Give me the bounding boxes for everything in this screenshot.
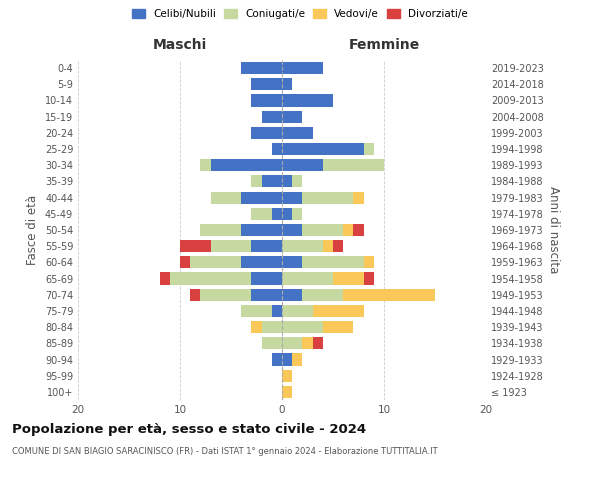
Bar xyxy=(200,288,251,301)
Bar xyxy=(302,288,343,301)
Bar xyxy=(180,240,211,252)
Bar xyxy=(282,305,313,317)
Bar xyxy=(272,208,282,220)
Bar xyxy=(282,224,302,236)
Bar xyxy=(241,305,272,317)
Bar xyxy=(333,272,364,284)
Bar xyxy=(200,159,211,172)
Text: COMUNE DI SAN BIAGIO SARACINISCO (FR) - Dati ISTAT 1° gennaio 2024 - Elaborazion: COMUNE DI SAN BIAGIO SARACINISCO (FR) - … xyxy=(12,448,437,456)
Bar xyxy=(282,159,323,172)
Bar xyxy=(282,370,292,382)
Bar xyxy=(282,208,292,220)
Bar xyxy=(282,127,313,139)
Bar xyxy=(323,159,384,172)
Legend: Celibi/Nubili, Coniugati/e, Vedovi/e, Divorziati/e: Celibi/Nubili, Coniugati/e, Vedovi/e, Di… xyxy=(128,5,472,24)
Bar xyxy=(353,224,364,236)
Bar xyxy=(262,321,282,333)
Bar xyxy=(272,143,282,155)
Bar xyxy=(282,256,302,268)
Bar xyxy=(282,62,323,74)
Bar xyxy=(353,192,364,203)
Bar xyxy=(282,386,292,398)
Bar xyxy=(241,62,282,74)
Bar xyxy=(364,143,374,155)
Bar xyxy=(282,94,333,106)
Bar xyxy=(282,272,333,284)
Bar xyxy=(251,94,282,106)
Bar xyxy=(282,321,323,333)
Bar xyxy=(282,143,364,155)
Text: Femmine: Femmine xyxy=(349,38,419,52)
Bar xyxy=(302,338,313,349)
Bar xyxy=(241,224,282,236)
Bar xyxy=(262,338,282,349)
Text: Maschi: Maschi xyxy=(153,38,207,52)
Bar xyxy=(302,224,343,236)
Bar xyxy=(313,305,364,317)
Bar xyxy=(272,305,282,317)
Bar xyxy=(343,288,435,301)
Bar xyxy=(262,176,282,188)
Bar xyxy=(241,256,282,268)
Y-axis label: Anni di nascita: Anni di nascita xyxy=(547,186,560,274)
Text: Popolazione per età, sesso e stato civile - 2024: Popolazione per età, sesso e stato civil… xyxy=(12,422,366,436)
Bar xyxy=(251,240,282,252)
Bar xyxy=(364,272,374,284)
Bar xyxy=(251,272,282,284)
Bar xyxy=(200,224,241,236)
Bar xyxy=(292,176,302,188)
Bar xyxy=(160,272,170,284)
Bar xyxy=(251,78,282,90)
Bar xyxy=(241,192,282,203)
Bar xyxy=(190,288,200,301)
Bar xyxy=(323,321,353,333)
Bar xyxy=(313,338,323,349)
Bar xyxy=(323,240,333,252)
Bar xyxy=(333,240,343,252)
Bar xyxy=(211,192,241,203)
Bar xyxy=(282,240,323,252)
Bar xyxy=(282,338,302,349)
Bar xyxy=(262,110,282,122)
Bar xyxy=(364,256,374,268)
Bar xyxy=(282,78,292,90)
Bar xyxy=(251,288,282,301)
Y-axis label: Fasce di età: Fasce di età xyxy=(26,195,39,265)
Bar xyxy=(190,256,241,268)
Bar xyxy=(282,354,292,366)
Bar xyxy=(282,176,292,188)
Bar xyxy=(211,159,282,172)
Bar xyxy=(282,110,302,122)
Bar xyxy=(251,176,262,188)
Bar xyxy=(292,208,302,220)
Bar xyxy=(180,256,190,268)
Bar xyxy=(251,127,282,139)
Bar xyxy=(251,208,272,220)
Bar xyxy=(251,321,262,333)
Bar xyxy=(272,354,282,366)
Bar xyxy=(343,224,353,236)
Bar xyxy=(302,256,364,268)
Bar xyxy=(170,272,251,284)
Bar xyxy=(282,192,302,203)
Bar xyxy=(292,354,302,366)
Bar xyxy=(302,192,353,203)
Bar xyxy=(211,240,251,252)
Bar xyxy=(282,288,302,301)
